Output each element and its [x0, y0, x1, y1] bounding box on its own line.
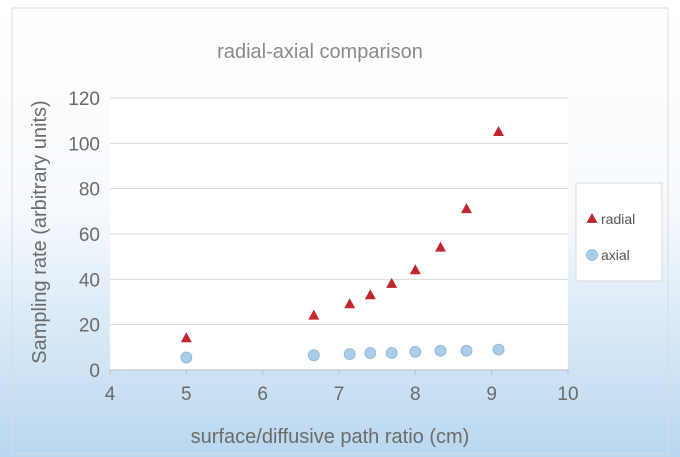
- radial-point: [344, 298, 356, 309]
- legend-axial-label: axial: [601, 247, 630, 263]
- y-tick-labels: 0 20 40 60 80 100 120: [68, 89, 100, 382]
- legend-axial-marker: [586, 249, 598, 261]
- axial-point: [492, 343, 505, 356]
- x-tick-label: 9: [486, 384, 497, 405]
- radial-point: [493, 126, 505, 136]
- y-tick-label: 60: [79, 225, 100, 246]
- axial-point: [364, 347, 377, 359]
- legend-radial-marker: [586, 213, 598, 223]
- legend-box: [575, 182, 663, 282]
- y-axis-title: Sampling rate (arbitrary units): [29, 100, 51, 363]
- x-tick-label: 10: [557, 384, 578, 405]
- axial-point: [460, 344, 473, 357]
- y-tick-label: 120: [68, 89, 100, 110]
- axial-point: [409, 345, 422, 358]
- chart-title: radial-axial comparison: [217, 41, 423, 63]
- radial-point: [364, 289, 376, 300]
- radial-point: [386, 277, 398, 288]
- y-tick-label: 40: [79, 270, 100, 291]
- y-tick-label: 20: [79, 316, 100, 337]
- data-points: [180, 126, 505, 364]
- y-tick-label: 80: [79, 180, 100, 201]
- x-axis-title: surface/diffusive path ratio (cm): [191, 426, 470, 448]
- axial-point: [434, 344, 447, 357]
- x-tick-labels: 4 5 6 7 8 9 10: [105, 384, 579, 405]
- x-tick-label: 7: [334, 384, 345, 405]
- radial-point: [460, 203, 472, 214]
- axial-point: [385, 347, 398, 359]
- gridlines: [109, 97, 569, 375]
- legend-items: radial axial: [586, 211, 635, 263]
- chart-frame: [11, 7, 669, 455]
- x-tick-label: 5: [181, 384, 192, 405]
- radial-point: [409, 264, 421, 275]
- x-tick-label: 6: [257, 384, 268, 405]
- radial-point: [435, 241, 447, 252]
- y-tick-label: 0: [89, 361, 100, 382]
- y-tick-label: 100: [68, 134, 100, 155]
- radial-point: [308, 309, 320, 320]
- legend: radial axial: [575, 182, 663, 282]
- legend-radial-label: radial: [601, 211, 635, 227]
- x-tick-label: 8: [410, 384, 421, 405]
- axial-point: [343, 348, 356, 361]
- radial-point: [180, 332, 192, 343]
- x-tick-label: 4: [105, 384, 116, 405]
- axial-point: [307, 349, 320, 362]
- axial-point: [180, 351, 193, 364]
